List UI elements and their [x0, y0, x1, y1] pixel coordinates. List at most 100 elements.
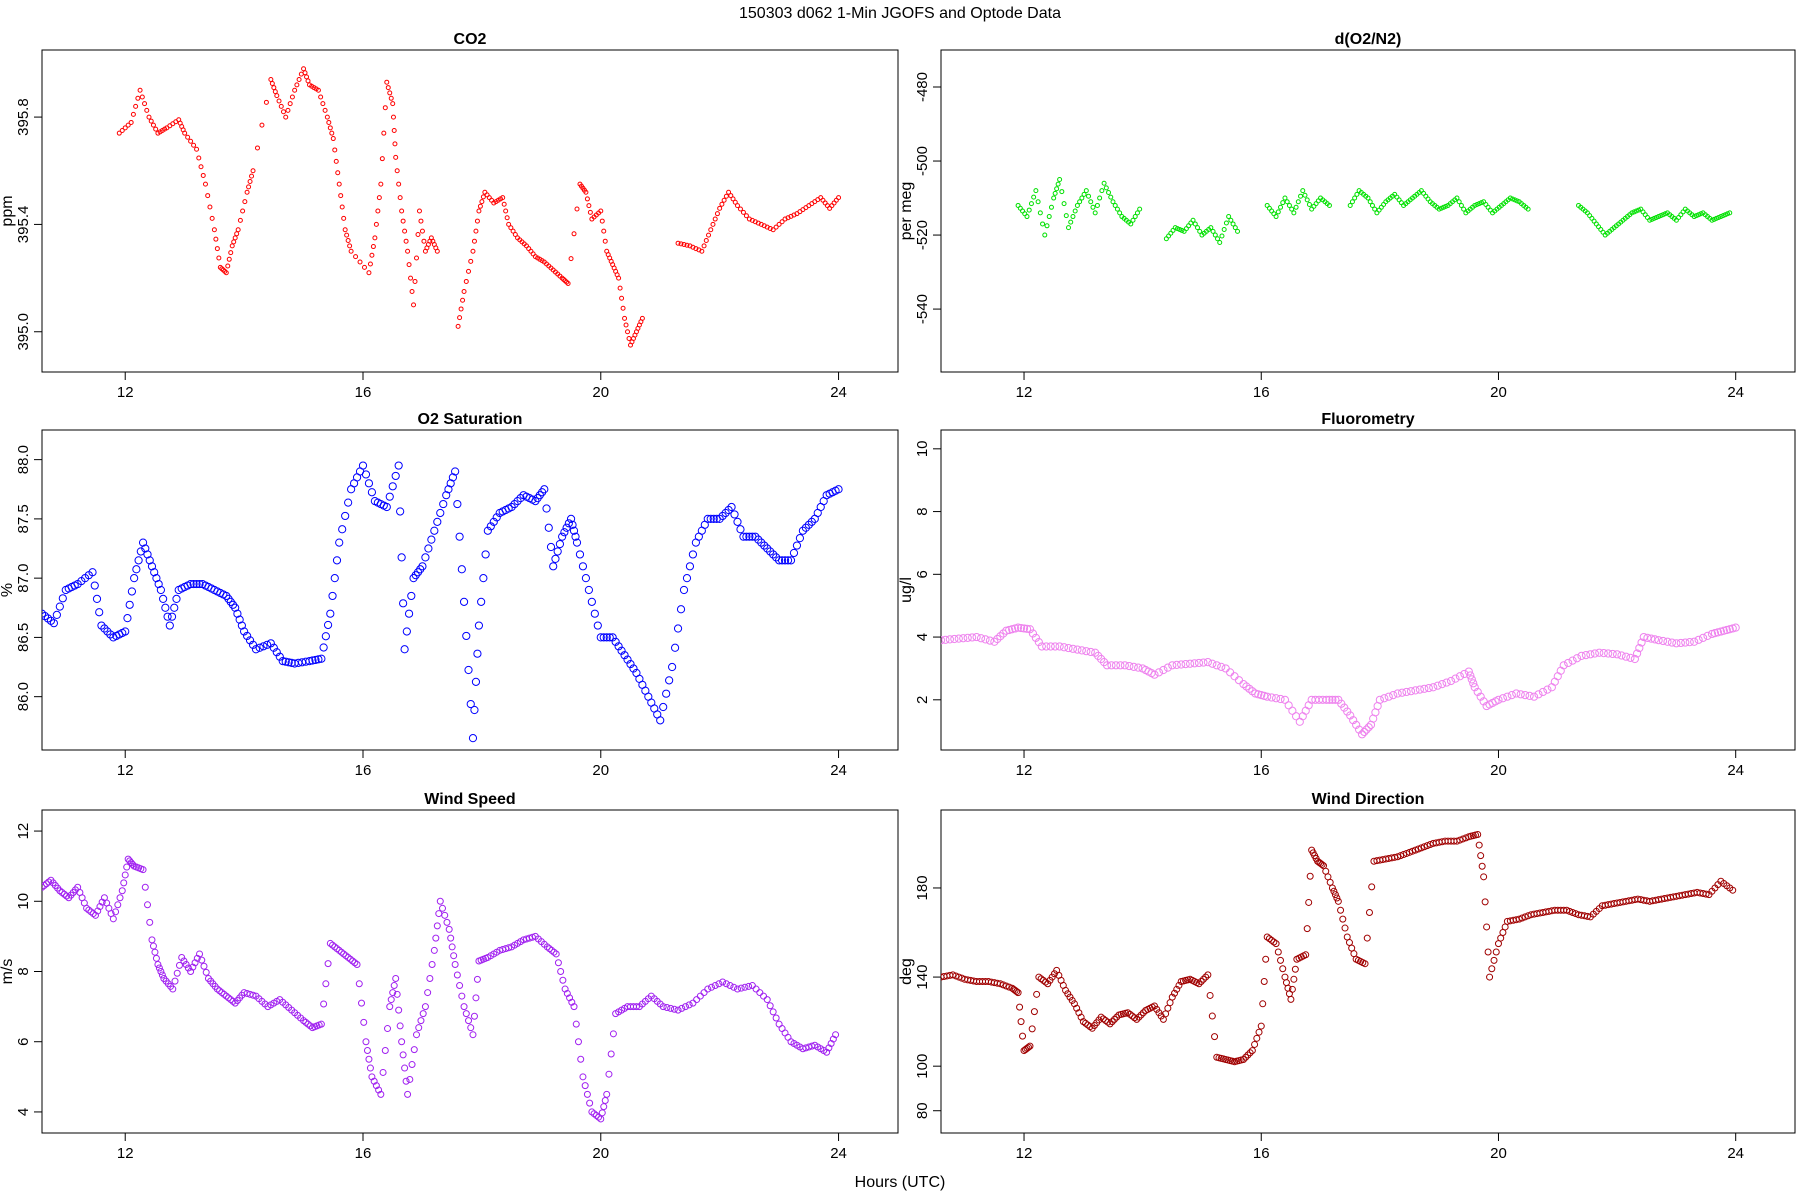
- windspeed-point: [158, 971, 166, 979]
- o2n2-point: [1108, 194, 1114, 200]
- o2sat-point: [240, 627, 249, 636]
- windspeed-point: [453, 971, 461, 979]
- o2n2-y-tick-label: -500: [914, 146, 931, 176]
- o2sat-point: [418, 562, 427, 571]
- o2n2-point: [1033, 188, 1039, 194]
- fluor-point: [1263, 692, 1272, 701]
- windspeed-point: [435, 910, 443, 918]
- fluor-series: [941, 623, 1740, 739]
- windspeed-point: [216, 987, 224, 995]
- fluor-x-tick-label: 12: [1016, 762, 1033, 779]
- fluor-point: [1055, 642, 1064, 651]
- windspeed-point: [659, 1003, 667, 1011]
- co2-point: [336, 181, 342, 187]
- o2n2-point: [1208, 225, 1214, 231]
- co2-point: [508, 225, 514, 231]
- winddir-point: [1082, 1019, 1090, 1027]
- x-axis-title: Hours (UTC): [855, 1174, 946, 1191]
- o2sat-point: [328, 591, 337, 601]
- winddir-point: [1515, 915, 1523, 923]
- windspeed-point: [360, 1018, 368, 1026]
- fluor-y-tick-label: 2: [914, 696, 931, 704]
- fluor-y-tick-label: 10: [914, 440, 931, 457]
- o2sat-point: [231, 603, 240, 612]
- windspeed-point: [570, 1003, 578, 1011]
- o2sat-point: [170, 603, 179, 612]
- fluor-point: [1406, 687, 1416, 696]
- fluor-point: [1199, 658, 1208, 667]
- o2sat-point: [777, 556, 787, 565]
- o2n2-point: [1215, 236, 1221, 242]
- fluor-point: [1194, 658, 1204, 668]
- winddir-point: [1202, 973, 1210, 981]
- fluor-point: [1469, 679, 1478, 688]
- o2sat-point: [542, 504, 551, 513]
- o2n2-point: [1278, 204, 1284, 210]
- winddir-point: [1481, 898, 1489, 906]
- fluor-point: [1031, 633, 1040, 642]
- windspeed-point: [401, 1064, 409, 1072]
- fluor-point: [1498, 694, 1508, 703]
- winddir-point: [1394, 853, 1402, 861]
- windspeed-point: [730, 983, 738, 991]
- co2-point: [721, 197, 727, 203]
- fluor-point: [1547, 683, 1556, 692]
- windspeed-series: [42, 855, 840, 1123]
- fluor-point: [1288, 706, 1297, 715]
- fluor-point: [1429, 683, 1438, 692]
- winddir-point: [1206, 991, 1214, 999]
- winddir-point: [1084, 1021, 1092, 1029]
- fluor-point: [1647, 634, 1656, 643]
- o2sat-point: [444, 485, 453, 494]
- o2sat-point: [427, 535, 436, 544]
- co2-point: [602, 238, 608, 244]
- co2-point: [434, 248, 440, 254]
- co2-point: [367, 261, 373, 267]
- co2-point: [463, 278, 469, 284]
- o2sat-point: [58, 594, 67, 603]
- winddir-point: [1175, 981, 1183, 989]
- windspeed-point: [458, 992, 466, 1000]
- co2-point: [324, 114, 330, 120]
- winddir-point: [1330, 887, 1338, 895]
- windspeed-point: [426, 975, 434, 983]
- winddir-point: [1566, 907, 1574, 915]
- fluor-point: [1034, 638, 1043, 647]
- fluor-point: [1521, 690, 1530, 700]
- o2n2-plot-frame: [940, 49, 1796, 373]
- co2-point: [408, 275, 414, 281]
- co2-point: [376, 195, 382, 201]
- winddir-point: [1281, 973, 1289, 981]
- windspeed-point: [704, 985, 712, 993]
- windspeed-point: [548, 946, 556, 954]
- winddir-point: [1211, 1033, 1219, 1041]
- fluor-point: [1681, 638, 1690, 647]
- co2-point: [341, 215, 347, 221]
- co2-point: [500, 195, 506, 201]
- windspeed-point: [462, 1010, 470, 1018]
- fluor-point: [1190, 659, 1199, 668]
- o2n2-point: [1365, 195, 1371, 201]
- o2sat-point: [311, 655, 320, 665]
- windspeed-point: [222, 992, 230, 1000]
- windspeed-panel: Wind Speed 12 16 20 24 4 6 8 10 12 m/s: [0, 791, 899, 1162]
- o2n2-point: [1210, 228, 1216, 234]
- o2n2-point: [1230, 221, 1236, 227]
- winddir-point: [1459, 835, 1467, 843]
- fluor-point: [1125, 661, 1134, 671]
- windspeed-point: [472, 994, 480, 1002]
- o2sat-y-tick-label: 87.5: [15, 504, 32, 533]
- co2-point: [278, 103, 284, 109]
- winddir-x-tick-label: 16: [1253, 1145, 1270, 1162]
- winddir-point: [1124, 1009, 1132, 1017]
- fluor-point: [1564, 658, 1573, 668]
- co2-point: [135, 95, 141, 101]
- fluor-point: [1352, 720, 1361, 730]
- fluor-point: [1168, 661, 1177, 670]
- co2-point: [504, 215, 510, 221]
- co2-point: [623, 322, 629, 328]
- fluor-point: [1212, 661, 1221, 670]
- windspeed-point: [300, 1017, 308, 1025]
- co2-point: [701, 243, 707, 249]
- co2-point: [211, 227, 217, 233]
